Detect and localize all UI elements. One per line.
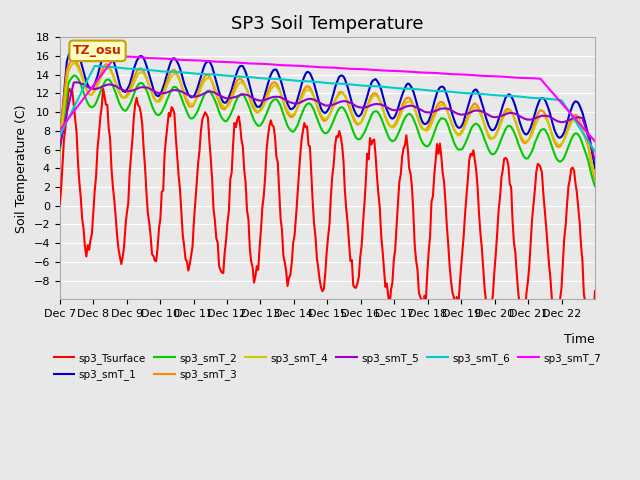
sp3_smT_3 bbox=[591, 176, 599, 182]
sp3_smT_1 bbox=[333, 81, 340, 86]
sp3_smT_7 bbox=[518, 75, 526, 81]
sp3_smT_1 bbox=[591, 165, 599, 171]
sp3_smT_7 bbox=[591, 138, 599, 144]
sp3_smT_4 bbox=[56, 143, 63, 148]
sp3_smT_5 bbox=[92, 86, 100, 92]
sp3_smT_5 bbox=[56, 144, 63, 150]
sp3_smT_3 bbox=[76, 65, 83, 71]
Title: SP3 Soil Temperature: SP3 Soil Temperature bbox=[231, 15, 424, 33]
sp3_smT_6 bbox=[333, 81, 340, 86]
sp3_smT_5 bbox=[439, 106, 447, 111]
sp3_smT_3 bbox=[70, 56, 77, 62]
sp3_Tsurface bbox=[518, 320, 526, 326]
sp3_smT_2 bbox=[92, 100, 100, 106]
sp3_Tsurface bbox=[91, 188, 99, 193]
sp3_smT_5 bbox=[588, 148, 596, 154]
sp3_smT_7 bbox=[112, 53, 120, 59]
sp3_smT_2 bbox=[518, 151, 526, 156]
Text: TZ_osu: TZ_osu bbox=[73, 44, 122, 57]
Line: sp3_smT_2: sp3_smT_2 bbox=[60, 76, 595, 186]
sp3_smT_3 bbox=[439, 99, 447, 105]
Line: sp3_smT_7: sp3_smT_7 bbox=[60, 56, 595, 141]
Line: sp3_smT_1: sp3_smT_1 bbox=[60, 48, 595, 168]
sp3_smT_3 bbox=[92, 84, 100, 90]
sp3_smT_5 bbox=[591, 158, 599, 164]
sp3_smT_2 bbox=[76, 78, 83, 84]
sp3_smT_4 bbox=[588, 161, 596, 167]
sp3_smT_6 bbox=[91, 63, 99, 69]
sp3_smT_6 bbox=[56, 132, 63, 138]
sp3_smT_7 bbox=[588, 135, 596, 141]
sp3_smT_4 bbox=[591, 173, 599, 179]
sp3_smT_3 bbox=[518, 138, 526, 144]
Line: sp3_smT_3: sp3_smT_3 bbox=[60, 59, 595, 179]
sp3_smT_2 bbox=[333, 111, 340, 117]
Line: sp3_smT_5: sp3_smT_5 bbox=[60, 82, 595, 161]
sp3_smT_7 bbox=[56, 127, 63, 133]
sp3_smT_7 bbox=[74, 103, 82, 109]
sp3_smT_2 bbox=[56, 148, 63, 154]
sp3_smT_1 bbox=[92, 77, 100, 83]
sp3_Tsurface bbox=[591, 288, 599, 294]
sp3_smT_2 bbox=[70, 73, 77, 79]
sp3_smT_4 bbox=[333, 96, 340, 102]
sp3_smT_6 bbox=[439, 88, 447, 94]
Line: sp3_Tsurface: sp3_Tsurface bbox=[60, 89, 595, 333]
sp3_Tsurface bbox=[99, 86, 107, 92]
sp3_smT_1 bbox=[56, 138, 63, 144]
sp3_Tsurface bbox=[333, 133, 340, 139]
sp3_smT_1 bbox=[588, 151, 596, 156]
sp3_Tsurface bbox=[56, 201, 63, 207]
sp3_smT_3 bbox=[588, 165, 596, 171]
sp3_smT_1 bbox=[76, 53, 83, 59]
sp3_smT_6 bbox=[588, 144, 596, 150]
sp3_smT_2 bbox=[588, 174, 596, 180]
sp3_smT_7 bbox=[439, 71, 447, 76]
sp3_smT_5 bbox=[333, 100, 340, 106]
sp3_smT_6 bbox=[92, 63, 100, 69]
sp3_Tsurface bbox=[439, 170, 447, 176]
sp3_smT_6 bbox=[591, 149, 599, 155]
sp3_smT_4 bbox=[439, 102, 447, 108]
sp3_smT_6 bbox=[518, 94, 526, 100]
sp3_smT_3 bbox=[333, 95, 340, 100]
sp3_smT_7 bbox=[91, 81, 99, 86]
sp3_smT_5 bbox=[518, 115, 526, 120]
sp3_smT_4 bbox=[76, 68, 83, 73]
sp3_smT_5 bbox=[76, 80, 83, 85]
Legend: sp3_Tsurface, sp3_smT_1, sp3_smT_2, sp3_smT_3, sp3_smT_4, sp3_smT_5, sp3_smT_6, : sp3_Tsurface, sp3_smT_1, sp3_smT_2, sp3_… bbox=[49, 349, 605, 384]
sp3_Tsurface bbox=[590, 312, 598, 318]
sp3_smT_4 bbox=[70, 60, 77, 66]
sp3_smT_2 bbox=[439, 116, 447, 121]
sp3_smT_4 bbox=[92, 86, 100, 92]
Text: Time: Time bbox=[564, 333, 595, 346]
sp3_smT_1 bbox=[439, 84, 447, 89]
Line: sp3_smT_4: sp3_smT_4 bbox=[60, 63, 595, 176]
sp3_smT_4 bbox=[518, 136, 526, 142]
sp3_smT_1 bbox=[518, 127, 526, 132]
sp3_smT_2 bbox=[591, 183, 599, 189]
sp3_smT_7 bbox=[333, 65, 340, 71]
sp3_smT_1 bbox=[71, 45, 79, 50]
Y-axis label: Soil Temperature (C): Soil Temperature (C) bbox=[15, 104, 28, 232]
sp3_Tsurface bbox=[74, 159, 82, 165]
sp3_smT_5 bbox=[71, 79, 79, 85]
Line: sp3_smT_6: sp3_smT_6 bbox=[60, 66, 595, 152]
sp3_Tsurface bbox=[586, 330, 593, 336]
sp3_smT_3 bbox=[56, 135, 63, 141]
sp3_smT_6 bbox=[74, 96, 82, 102]
